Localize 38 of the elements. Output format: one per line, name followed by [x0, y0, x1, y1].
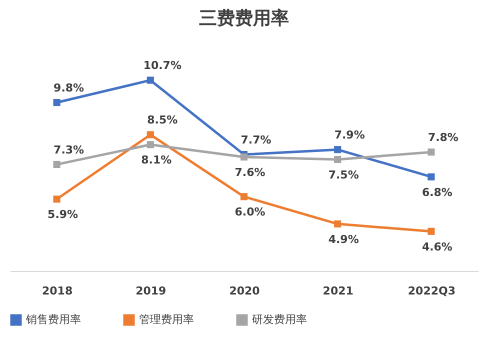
data-label: 8.5% — [147, 114, 178, 127]
data-label: 5.9% — [48, 208, 78, 222]
point — [334, 146, 342, 154]
data-label: 6.0% — [234, 206, 266, 219]
data-label: 10.7% — [143, 59, 182, 72]
legend-label: 研发费用率 — [252, 313, 307, 326]
data-label: 4.6% — [422, 240, 452, 254]
data-label: 7.5% — [328, 168, 359, 182]
data-label: 7.3% — [54, 143, 84, 156]
x-tick-label: 2019 — [136, 284, 166, 298]
data-label: 7.7% — [240, 134, 272, 147]
point — [53, 98, 60, 106]
legend-label: 管理费用率 — [139, 313, 194, 326]
data-label: 7.9% — [334, 128, 365, 142]
point — [428, 173, 435, 180]
point — [334, 220, 342, 228]
x-tick-label: 2020 — [229, 284, 260, 298]
point — [146, 131, 154, 138]
data-label: 4.9% — [328, 232, 359, 246]
x-tick-label: 2018 — [42, 284, 73, 298]
x-tick-label: 2021 — [322, 284, 354, 298]
data-label: 7.6% — [234, 166, 266, 180]
chart-title: 三费费用率 — [199, 8, 289, 29]
point — [240, 153, 248, 161]
x-tick-label: 2022Q3 — [408, 284, 456, 298]
point — [334, 156, 342, 164]
legend-label: 销售费用率 — [25, 313, 81, 326]
point — [428, 228, 435, 235]
data-label: 7.8% — [428, 131, 458, 144]
data-label: 9.8% — [54, 82, 84, 95]
point — [53, 196, 60, 203]
point — [146, 141, 154, 148]
point — [53, 160, 60, 168]
data-label: 6.8% — [422, 186, 452, 199]
point — [240, 193, 248, 200]
data-label: 8.1% — [141, 154, 172, 167]
point — [146, 76, 154, 84]
point — [428, 148, 435, 156]
